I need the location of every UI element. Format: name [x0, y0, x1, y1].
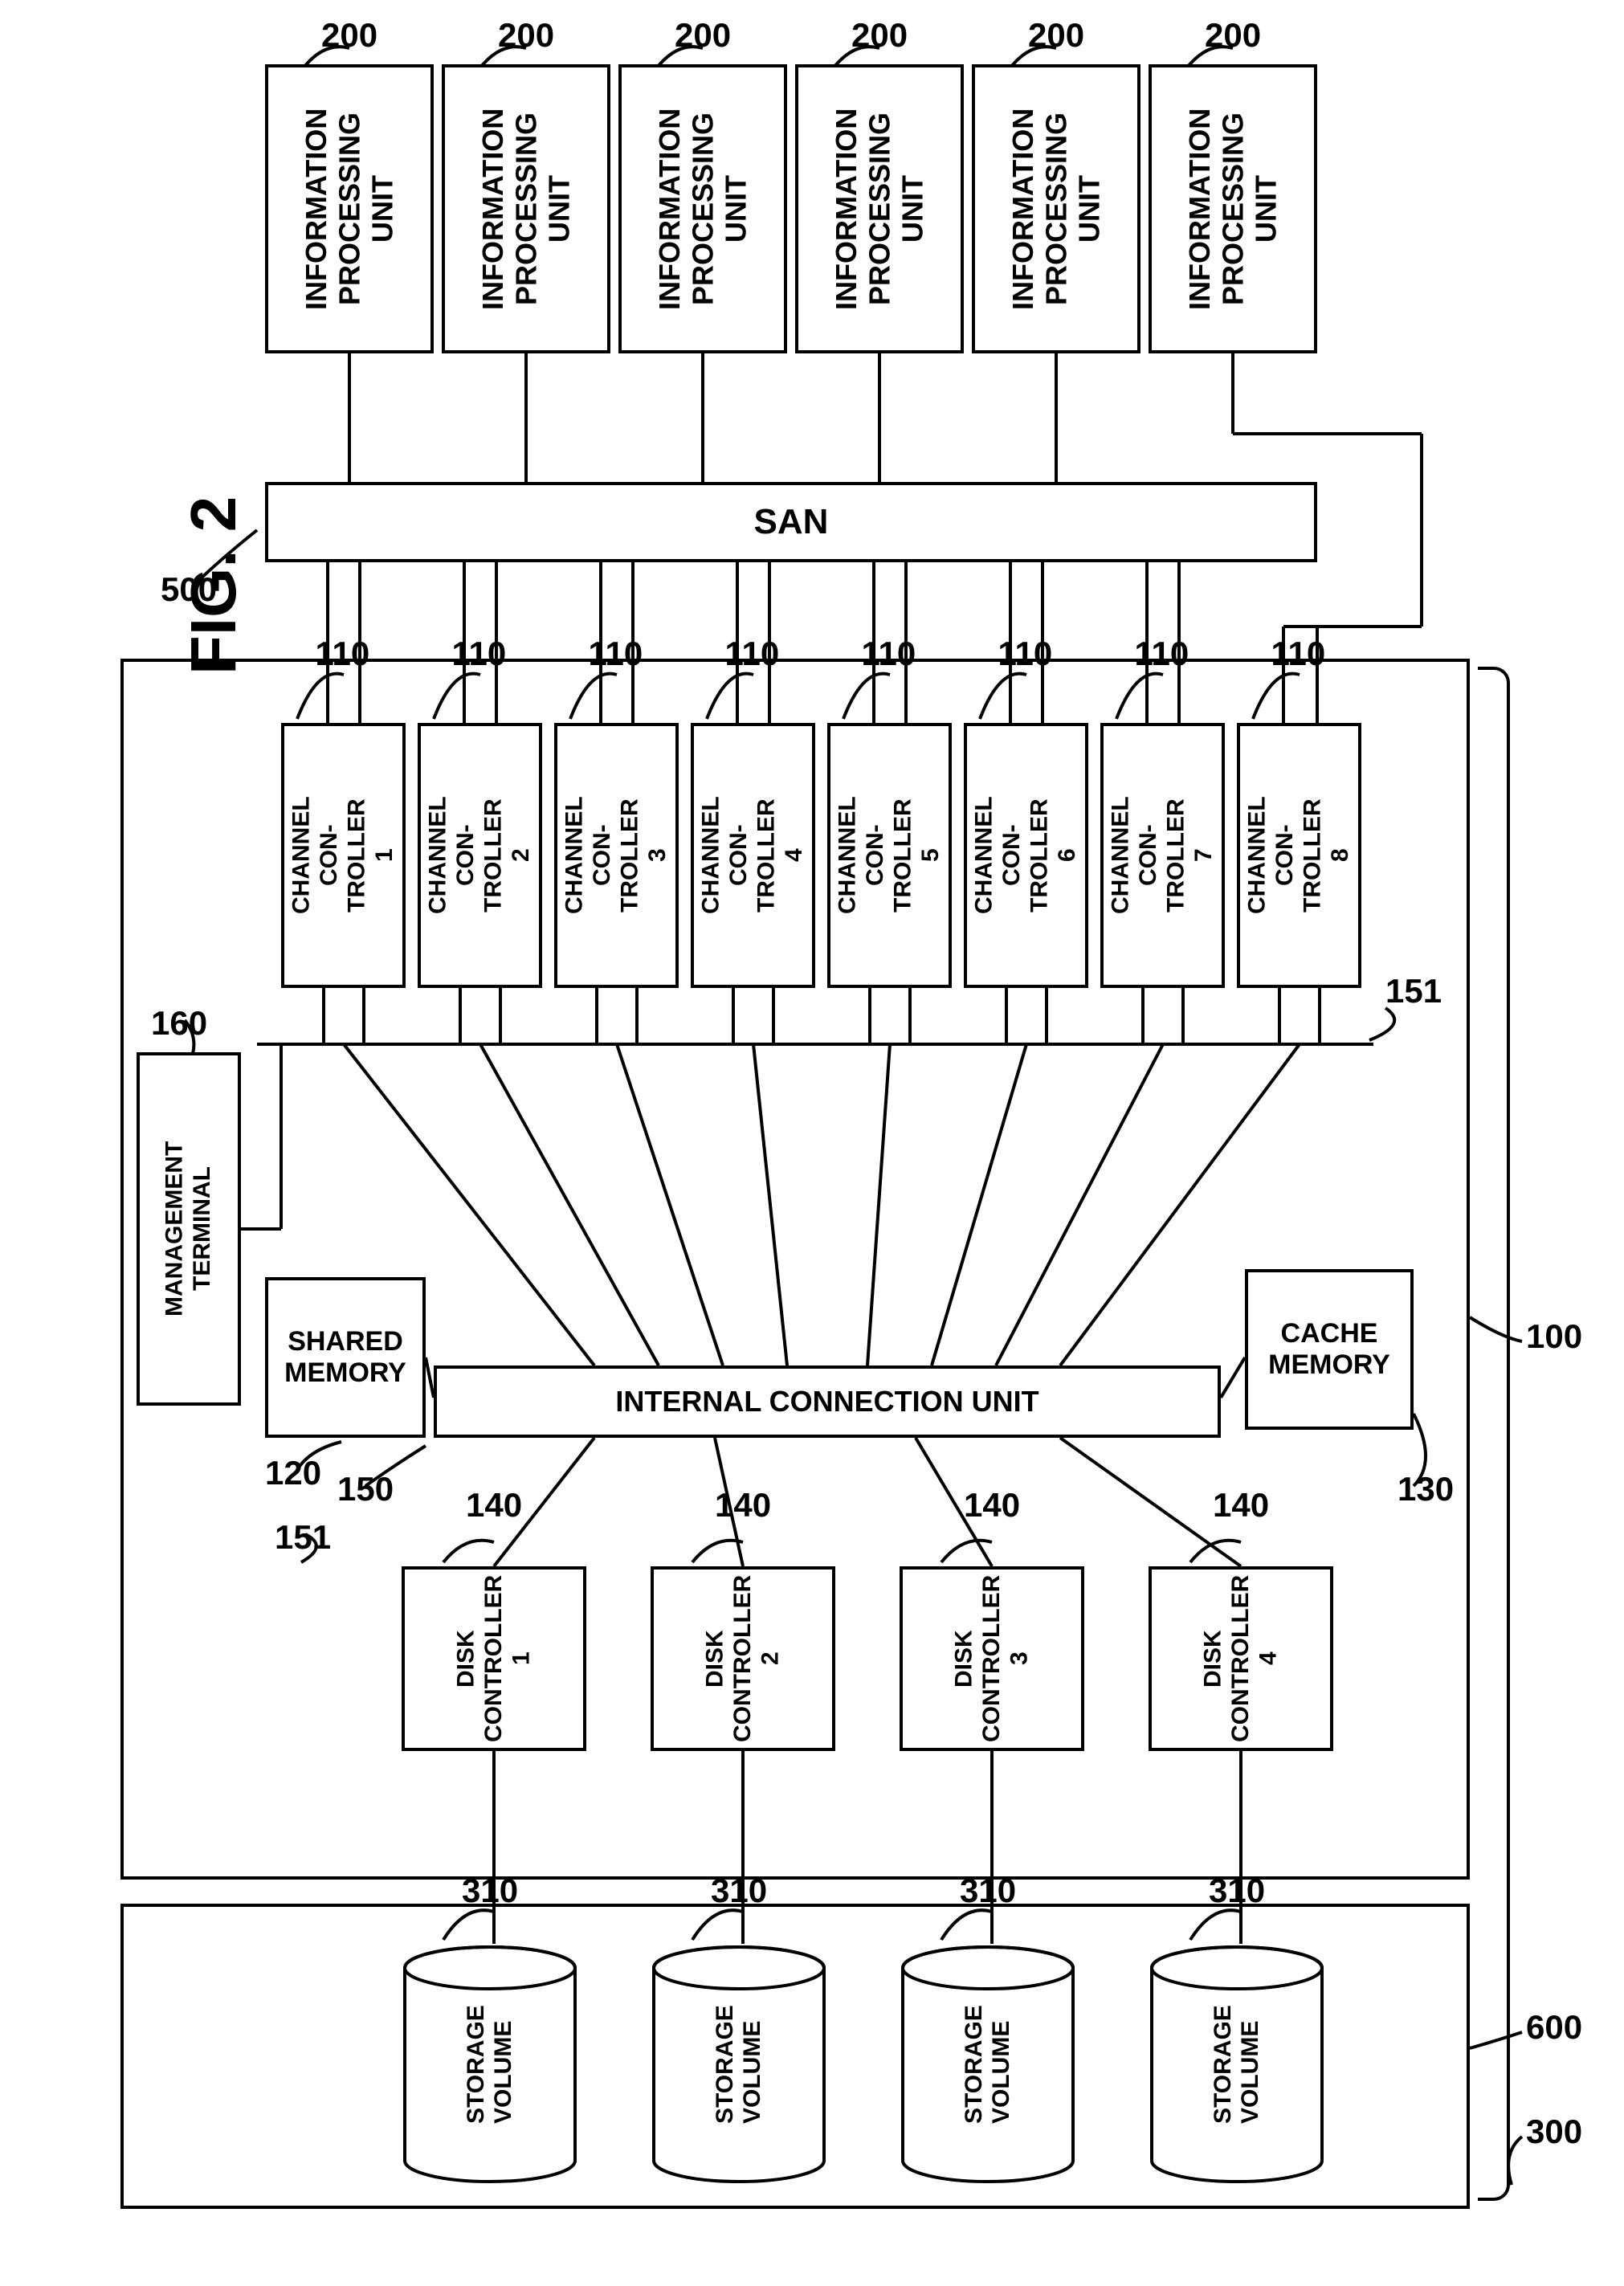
- dc-ref: 140: [715, 1486, 771, 1525]
- dc-ref: 140: [964, 1486, 1020, 1525]
- ref-151-a: 151: [1385, 972, 1442, 1010]
- figure-root: FIG. 2 INFORMATION PROCESSING UNIT200INF…: [32, 32, 1592, 2254]
- sv-ref: 310: [711, 1872, 767, 1910]
- information-processing-unit: INFORMATION PROCESSING UNIT: [442, 64, 610, 353]
- cache-memory-label: CACHE MEMORY: [1268, 1318, 1390, 1381]
- storage-volume: STORAGE VOLUME: [402, 1944, 578, 2185]
- information-processing-unit: INFORMATION PROCESSING UNIT: [618, 64, 787, 353]
- management-terminal-ref: 160: [151, 1004, 207, 1043]
- channel-controller: CHANNEL CON- TROLLER 3: [554, 723, 679, 988]
- cache-memory: CACHE MEMORY: [1245, 1269, 1414, 1430]
- icu-label: INTERNAL CONNECTION UNIT: [615, 1385, 1038, 1418]
- disk-controller: DISK CONTROLLER 4: [1149, 1566, 1333, 1751]
- management-terminal: MANAGEMENT TERMINAL: [137, 1052, 241, 1406]
- ref-600: 600: [1526, 2008, 1582, 2047]
- storage-volume: STORAGE VOLUME: [900, 1944, 1076, 2185]
- ref-100: 100: [1526, 1317, 1582, 1356]
- sv-ref: 310: [462, 1872, 518, 1910]
- cache-memory-ref: 130: [1398, 1470, 1454, 1508]
- cc-ref: 110: [589, 635, 643, 673]
- san-label: SAN: [754, 502, 829, 543]
- cc-ref: 110: [316, 635, 370, 673]
- channel-controller: CHANNEL CON- TROLLER 8: [1237, 723, 1361, 988]
- ipu-ref: 200: [1028, 16, 1084, 55]
- dc-ref: 140: [1213, 1486, 1269, 1525]
- storage-volume: STORAGE VOLUME: [651, 1944, 827, 2185]
- channel-controller: CHANNEL CON- TROLLER 2: [418, 723, 542, 988]
- disk-controller: DISK CONTROLLER 2: [651, 1566, 835, 1751]
- internal-connection-unit: INTERNAL CONNECTION UNIT: [434, 1365, 1221, 1438]
- ipu-ref: 200: [1205, 16, 1261, 55]
- ipu-ref: 200: [675, 16, 731, 55]
- shared-memory: SHARED MEMORY: [265, 1277, 426, 1438]
- cc-ref: 110: [452, 635, 507, 673]
- icu-ref: 150: [337, 1470, 394, 1508]
- information-processing-unit: INFORMATION PROCESSING UNIT: [972, 64, 1140, 353]
- management-terminal-label: MANAGEMENT TERMINAL: [161, 1141, 217, 1316]
- shared-memory-ref: 120: [265, 1454, 321, 1492]
- cc-ref: 110: [998, 635, 1053, 673]
- san-ref: 500: [161, 570, 217, 609]
- disk-controller: DISK CONTROLLER 1: [402, 1566, 586, 1751]
- ref-300: 300: [1526, 2113, 1582, 2151]
- ipu-ref: 200: [498, 16, 554, 55]
- ref-151-b: 151: [275, 1518, 331, 1557]
- cc-ref: 110: [1135, 635, 1189, 673]
- san-box: SAN: [265, 482, 1317, 562]
- channel-controller: CHANNEL CON- TROLLER 7: [1100, 723, 1225, 988]
- cc-ref: 110: [1271, 635, 1326, 673]
- dc-ref: 140: [466, 1486, 522, 1525]
- channel-controller: CHANNEL CON- TROLLER 4: [691, 723, 815, 988]
- information-processing-unit: INFORMATION PROCESSING UNIT: [795, 64, 964, 353]
- brace-300: [1478, 667, 1510, 2201]
- sv-ref: 310: [1209, 1872, 1265, 1910]
- channel-controller: CHANNEL CON- TROLLER 5: [827, 723, 952, 988]
- shared-memory-label: SHARED MEMORY: [284, 1326, 406, 1389]
- cc-ref: 110: [862, 635, 916, 673]
- ipu-ref: 200: [851, 16, 908, 55]
- cc-ref: 110: [725, 635, 780, 673]
- channel-controller: CHANNEL CON- TROLLER 6: [964, 723, 1088, 988]
- sv-ref: 310: [960, 1872, 1016, 1910]
- ipu-ref: 200: [321, 16, 377, 55]
- information-processing-unit: INFORMATION PROCESSING UNIT: [1149, 64, 1317, 353]
- information-processing-unit: INFORMATION PROCESSING UNIT: [265, 64, 434, 353]
- storage-volume: STORAGE VOLUME: [1149, 1944, 1325, 2185]
- disk-controller: DISK CONTROLLER 3: [900, 1566, 1084, 1751]
- channel-controller: CHANNEL CON- TROLLER 1: [281, 723, 406, 988]
